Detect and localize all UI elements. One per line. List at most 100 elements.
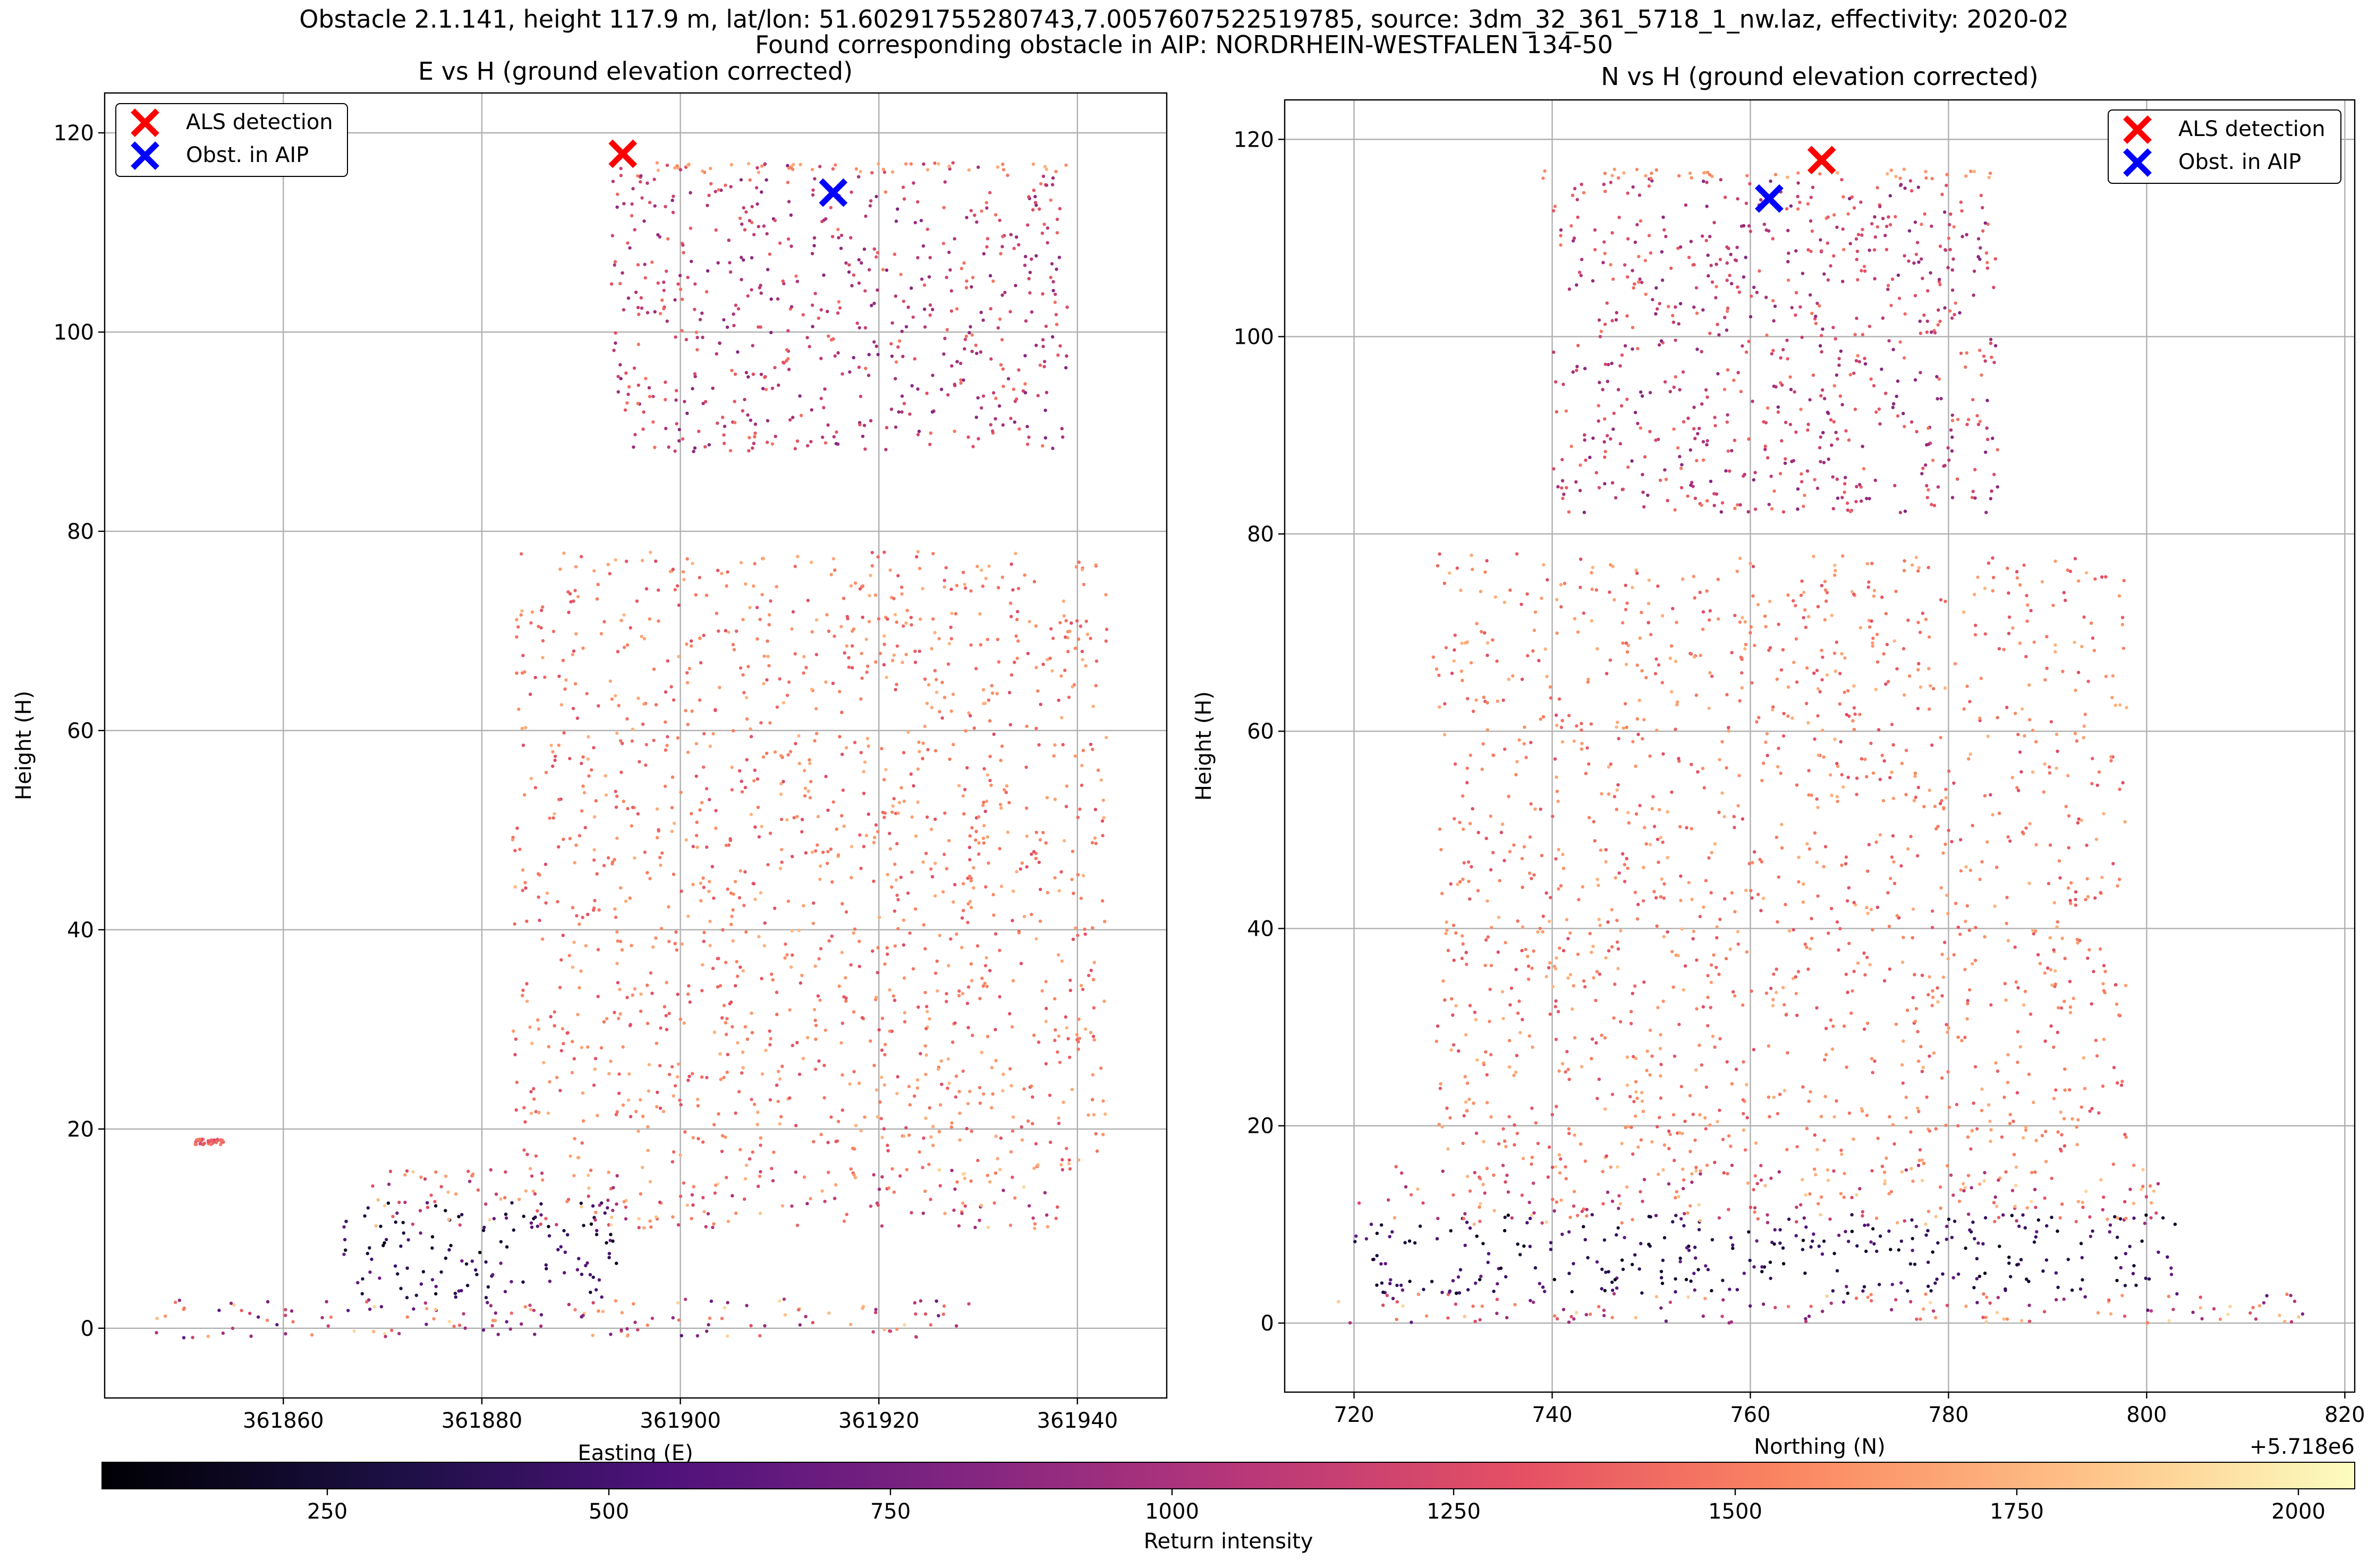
left-point — [1011, 1129, 1015, 1133]
left-point — [965, 279, 969, 283]
right-point — [1945, 1238, 1948, 1241]
right-point — [1456, 883, 1459, 886]
left-point — [853, 741, 857, 744]
right-point — [1516, 919, 1520, 923]
left-point — [725, 1070, 729, 1074]
right-point — [1612, 598, 1616, 602]
right-point — [1674, 1290, 1677, 1294]
left-point — [864, 834, 869, 837]
left-point — [1068, 1167, 1072, 1171]
left-point — [1011, 1115, 1015, 1119]
left-point — [790, 854, 794, 859]
right-point — [1933, 1316, 1938, 1319]
left-point — [1054, 1216, 1058, 1221]
left-point — [391, 1215, 395, 1218]
left-point — [629, 626, 632, 630]
left-point — [719, 188, 723, 192]
left-point — [686, 992, 690, 996]
right-point — [1775, 990, 1778, 995]
right-point — [1625, 397, 1629, 401]
left-point — [676, 993, 680, 996]
left-point — [709, 1299, 714, 1303]
right-point — [2111, 1162, 2115, 1166]
left-point — [799, 981, 803, 985]
left-point — [761, 755, 766, 759]
left-point — [618, 1012, 622, 1016]
right-point — [1965, 904, 1969, 908]
left-point — [821, 435, 825, 439]
right-point — [1681, 1167, 1685, 1171]
right-point — [1615, 725, 1618, 729]
right-point — [2118, 1217, 2123, 1221]
left-point — [672, 1150, 676, 1154]
left-point — [396, 1272, 400, 1276]
right-point — [1659, 836, 1663, 840]
left-point — [520, 726, 524, 731]
right-point — [1734, 1067, 1738, 1071]
right-point — [1544, 1220, 1548, 1224]
left-point — [840, 752, 844, 756]
left-point — [558, 1089, 562, 1092]
right-point — [1705, 181, 1709, 184]
right-point — [1654, 286, 1658, 290]
left-point — [782, 779, 785, 784]
left-point — [1101, 798, 1105, 802]
right-point — [1468, 821, 1472, 826]
left-point — [896, 574, 900, 578]
left-point — [826, 850, 830, 854]
left-point — [992, 1201, 996, 1205]
left-point — [968, 834, 972, 838]
left-point — [425, 1307, 429, 1311]
right-point — [2091, 636, 2095, 640]
left-point — [206, 1334, 210, 1338]
left-point — [728, 449, 733, 453]
right-point — [1835, 920, 1839, 924]
right-point — [1688, 1094, 1692, 1098]
right-point — [1823, 588, 1828, 592]
right-point — [1959, 838, 1963, 842]
right-point — [1903, 693, 1906, 697]
right-point — [1801, 1248, 1805, 1251]
left-point — [1051, 446, 1055, 450]
left-point — [757, 225, 760, 228]
right-point — [1443, 702, 1447, 706]
left-point — [672, 194, 675, 198]
left-point — [597, 704, 600, 708]
left-point — [804, 851, 808, 855]
left-point — [918, 1150, 921, 1154]
right-point — [1912, 799, 1916, 802]
right-point — [1568, 931, 1572, 935]
right-point — [2070, 1117, 2074, 1121]
right-point — [1657, 663, 1661, 667]
right-point — [1496, 950, 1500, 954]
right-point — [1913, 294, 1917, 298]
right-point — [1783, 461, 1787, 465]
left-point — [621, 271, 624, 275]
right-point — [1549, 696, 1553, 700]
left-point — [927, 1163, 931, 1166]
left-point — [901, 185, 905, 189]
left-point — [1001, 367, 1005, 371]
right-point — [1846, 775, 1850, 779]
right-point — [1772, 972, 1776, 976]
left-point — [950, 1121, 954, 1125]
right-point — [1934, 1215, 1938, 1218]
right-point — [1804, 1225, 1808, 1229]
left-point — [1102, 999, 1106, 1003]
left-point — [701, 876, 705, 880]
right-point — [1991, 589, 1994, 593]
right-point — [1631, 326, 1635, 329]
left-point — [650, 260, 654, 264]
right-point — [1634, 1080, 1638, 1084]
right-point — [1694, 693, 1699, 697]
right-point — [1645, 1069, 1649, 1072]
left-point — [852, 627, 856, 631]
left-point — [937, 1130, 941, 1134]
left-point — [803, 769, 807, 773]
right-point — [1452, 923, 1456, 927]
right-point — [1851, 989, 1854, 993]
right-point — [2143, 1222, 2147, 1225]
right-point — [1840, 863, 1844, 867]
left-point — [946, 662, 950, 666]
left-point — [1070, 1088, 1074, 1091]
